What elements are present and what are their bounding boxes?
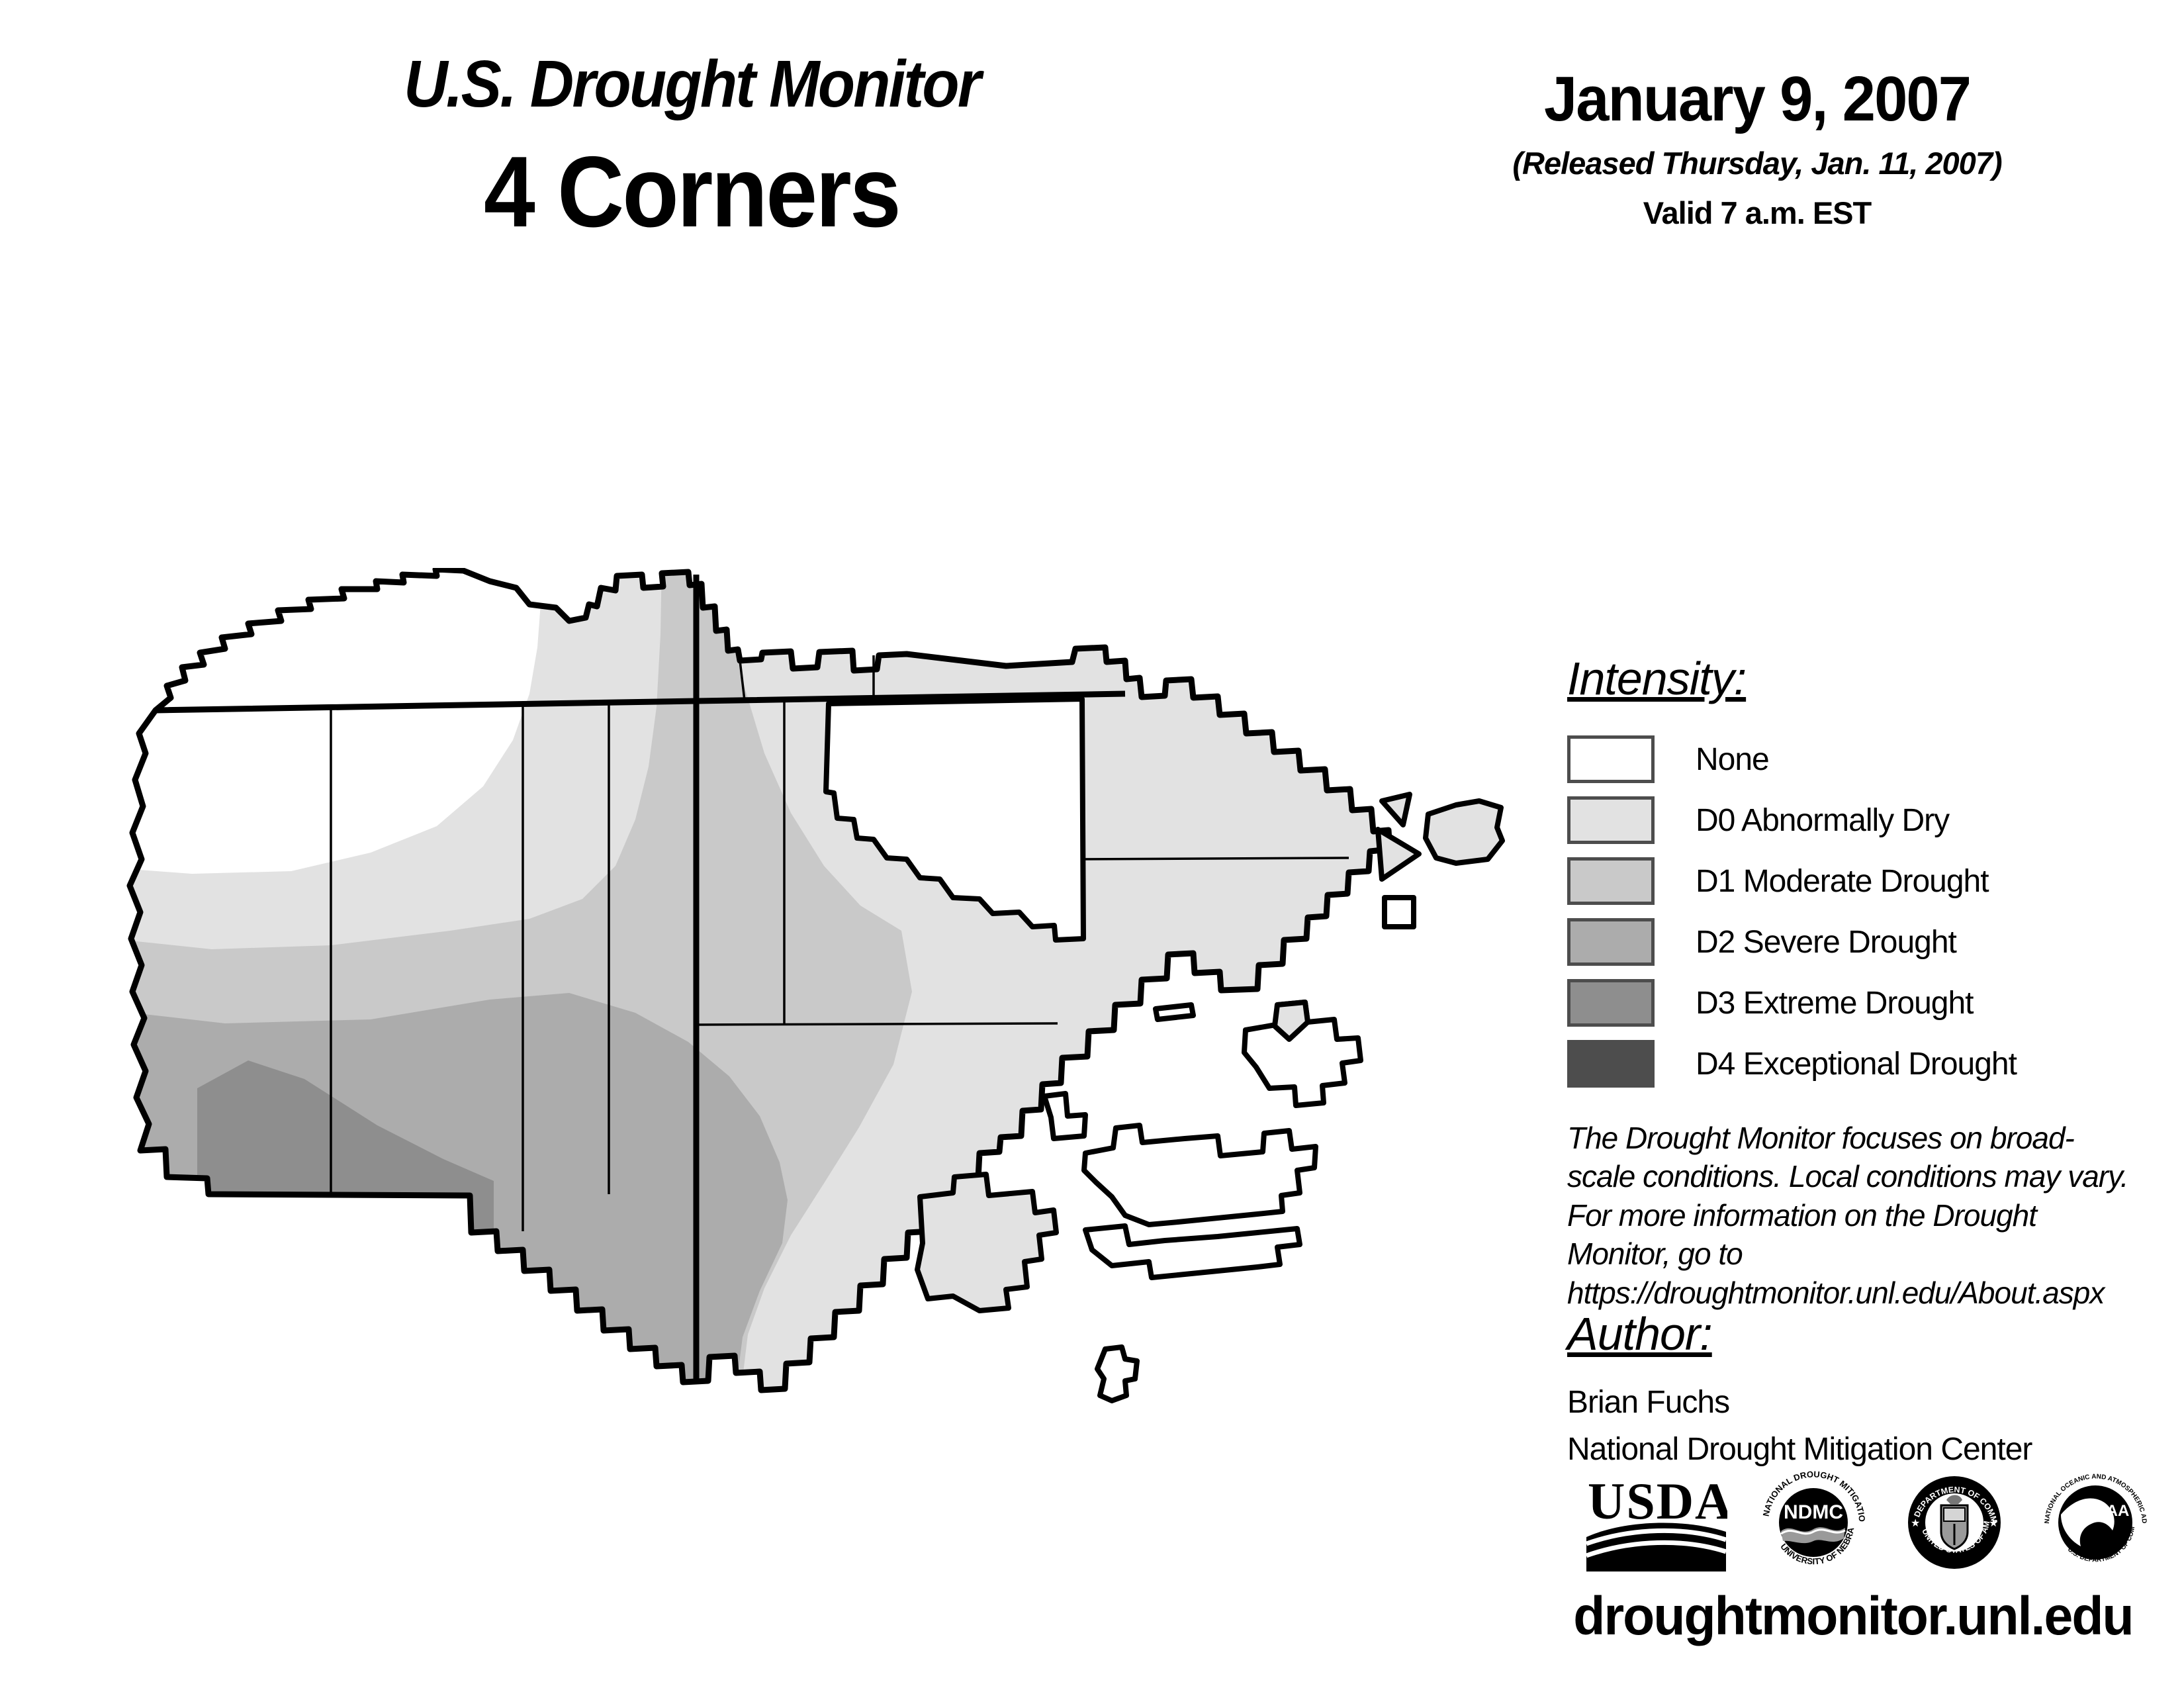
doc-seal: DEPARTMENT OF COMMERCE UNITED STATES OF … [1900,1468,2001,1569]
author-name: Brian Fuchs [1567,1385,1730,1420]
legend-label: None [1696,741,1770,777]
legend-heading: Intensity: [1567,653,1747,704]
author-org: National Drought Mitigation Center [1567,1432,2032,1467]
legend-row-d1: D1 Moderate Drought [1567,851,2017,912]
legend-row-d2: D2 Severe Drought [1567,912,2017,972]
band-d2 [130,993,788,1390]
swatch-none [1567,735,1655,783]
released-date: (Released Thursday, Jan. 11, 2007) [1512,146,2002,181]
valid-time: Valid 7 a.m. EST [1643,195,1872,230]
svg-text:★: ★ [1989,1518,1998,1529]
region-boundary [126,566,1393,1393]
intensity-legend: Intensity: None D0 Abnormally Dry D1 Mod… [1567,652,2017,1094]
legend-label: D1 Moderate Drought [1696,863,1989,899]
usda-text: USDA [1588,1474,1727,1530]
state-lines [155,575,1126,1381]
legend-label: D4 Exceptional Drought [1696,1046,2017,1082]
legend-label: D2 Severe Drought [1696,924,1957,960]
swatch-d3 [1567,979,1655,1027]
usda-logo: USDA [1585,1474,1727,1571]
scattered-pueblos [915,792,1505,1403]
drought-map [93,566,1509,1409]
swatch-d2 [1567,918,1655,966]
disclaimer-text: The Drought Monitor focuses on broad-sca… [1567,1121,2128,1310]
drought-map-svg [126,566,1505,1403]
ndmc-text: NDMC [1784,1501,1843,1523]
ndmc-logo: NATIONAL DROUGHT MITIGATION CENTER UNIVE… [1759,1468,1867,1566]
svg-text:★: ★ [1911,1518,1920,1529]
author-block: Author: Brian Fuchs National Drought Mit… [1567,1307,2032,1468]
swatch-d0 [1567,796,1655,844]
date-block: January 9, 2007 (Released Thursday, Jan.… [1396,63,2118,231]
noaa-text: NOAA [2083,1502,2130,1520]
swatch-d4 [1567,1040,1655,1088]
map-date: January 9, 2007 [1543,64,1972,134]
legend-row-d0: D0 Abnormally Dry [1567,790,2017,851]
county-lines [330,655,1349,1231]
logo-row: USDA NATIONAL DROUGHT MITIGATION CENTER … [1585,1468,2150,1577]
legend-row-none: None [1567,729,2017,790]
noaa-logo: NATIONAL OCEANIC AND ATMOSPHERIC ADMINIS… [2041,1468,2148,1564]
swatch-d1 [1567,857,1655,905]
legend-row-d4: D4 Exceptional Drought [1567,1033,2017,1094]
legend-row-d3: D3 Extreme Drought [1567,972,2017,1033]
legend-label: D3 Extreme Drought [1696,985,1974,1021]
region-title: 4 Corners [483,136,901,248]
legend-label: D0 Abnormally Dry [1696,802,1950,838]
title-block: U.S. Drought Monitor 4 Corners [278,46,1105,250]
author-heading: Author: [1567,1308,1713,1360]
page-title: U.S. Drought Monitor [404,47,981,121]
footer-url: droughtmonitor.unl.edu [1573,1586,2134,1646]
white-enclave [823,696,1086,943]
